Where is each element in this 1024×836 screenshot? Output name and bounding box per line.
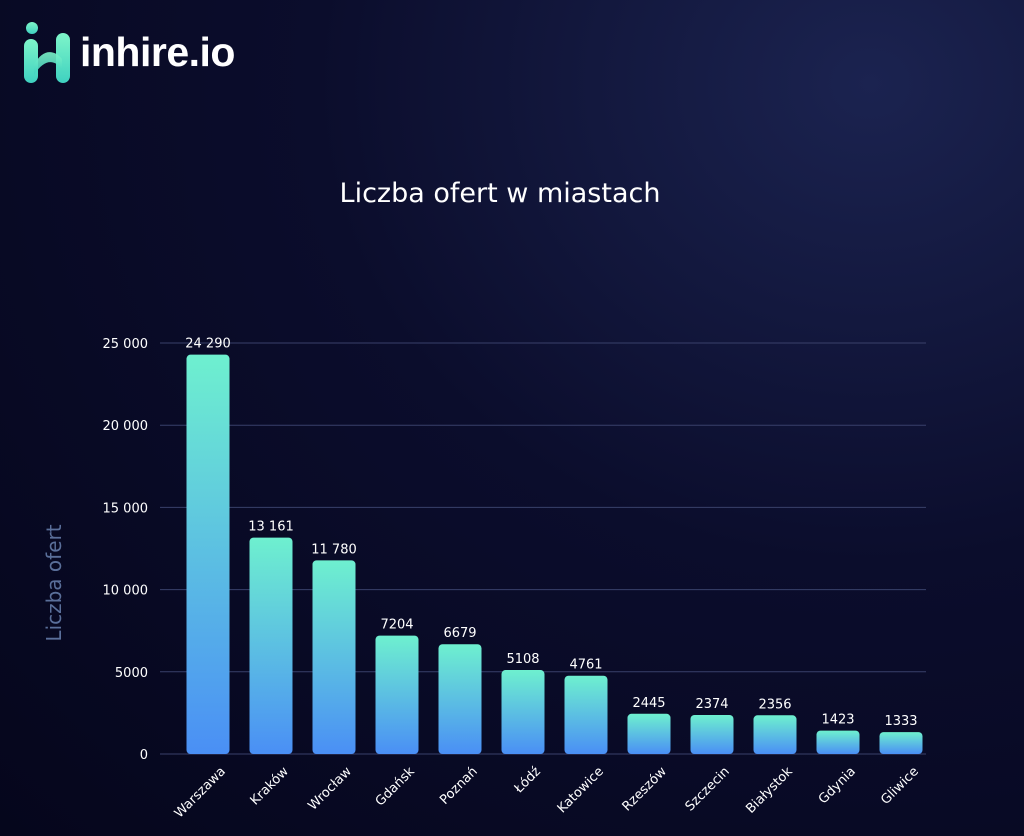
bar bbox=[312, 560, 356, 754]
inhire-logo-icon bbox=[24, 22, 70, 83]
chart-title: Liczba ofert w miastach bbox=[339, 178, 661, 209]
bar bbox=[186, 354, 230, 754]
bar-value-label: 11 780 bbox=[311, 542, 357, 557]
bar bbox=[690, 714, 734, 754]
bar-value-label: 6679 bbox=[443, 626, 476, 641]
bar-value-label: 1423 bbox=[821, 713, 854, 728]
y-axis-title: Liczba ofert bbox=[42, 524, 66, 641]
bar-value-label: 2356 bbox=[758, 697, 791, 712]
bar-value-label: 13 161 bbox=[248, 520, 294, 535]
x-tick-label: Rzeszów bbox=[620, 764, 670, 814]
logo: inhire.io bbox=[22, 16, 235, 88]
x-tick-label: Poznań bbox=[437, 764, 481, 808]
bar-value-label: 5108 bbox=[506, 652, 539, 667]
bar bbox=[375, 635, 419, 754]
bar bbox=[438, 644, 482, 754]
x-tick-label: Gdańsk bbox=[373, 764, 418, 809]
bar bbox=[816, 730, 860, 754]
x-tick-label: Katowice bbox=[555, 764, 607, 816]
value-labels: 24 290 13 161 11 780 7204 6679 5108 4761 2445 23… bbox=[185, 337, 917, 729]
bar-value-label: 24 290 bbox=[185, 337, 231, 352]
y-tick-label: 15 000 bbox=[103, 501, 149, 516]
bar-value-label: 2374 bbox=[695, 697, 728, 712]
bar bbox=[753, 715, 797, 754]
bars bbox=[186, 354, 923, 754]
y-tick-label: 0 bbox=[140, 748, 148, 763]
bar bbox=[564, 675, 608, 754]
x-tick-label: Łódź bbox=[511, 764, 544, 797]
bar bbox=[501, 670, 545, 754]
x-tick-label: Warszawa bbox=[172, 764, 229, 821]
x-tick-label: Kraków bbox=[248, 764, 292, 808]
bar bbox=[249, 537, 293, 754]
bar-value-label: 4761 bbox=[569, 658, 602, 673]
x-tick-label: Gliwice bbox=[878, 764, 922, 808]
bar-value-label: 7204 bbox=[380, 618, 413, 633]
x-axis-ticks: Warszawa Kraków Wrocław Gdańsk Poznań Łódź Kat… bbox=[172, 764, 922, 821]
x-tick-label: Wrocław bbox=[306, 764, 356, 814]
x-tick-label: Szczecin bbox=[683, 764, 733, 814]
y-axis-ticks: 0 5000 10 000 15 000 20 000 25 000 bbox=[103, 337, 149, 763]
x-tick-label: Białystok bbox=[743, 764, 796, 817]
y-tick-label: 5000 bbox=[115, 666, 148, 681]
brand-name: inhire.io bbox=[80, 28, 235, 75]
y-tick-label: 20 000 bbox=[103, 419, 149, 434]
x-tick-label: Gdynia bbox=[816, 764, 859, 807]
bar bbox=[627, 713, 671, 754]
bar bbox=[879, 732, 923, 754]
y-tick-label: 10 000 bbox=[103, 584, 149, 599]
y-tick-label: 25 000 bbox=[103, 337, 149, 352]
bar-value-label: 1333 bbox=[884, 714, 917, 729]
bar-value-label: 2445 bbox=[632, 696, 665, 711]
